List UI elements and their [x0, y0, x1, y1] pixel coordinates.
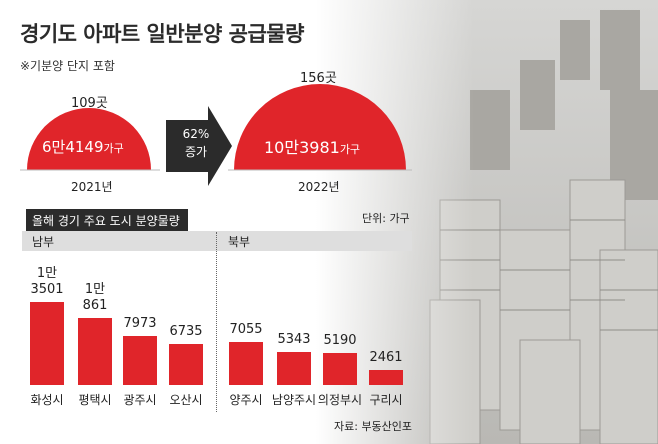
- bar-의정부시: [323, 353, 357, 385]
- year-2022: 2022년: [298, 180, 340, 194]
- bar-value-label: 1만 861: [82, 282, 108, 314]
- bar-category-label: 오산시: [169, 393, 203, 407]
- region-divider: [216, 232, 217, 412]
- source-note: 자료: 부동산인포: [334, 420, 413, 433]
- bar-평택시: [78, 318, 112, 385]
- value-2021-unit: 가구: [103, 142, 124, 155]
- bar-value-label: 2461: [369, 349, 403, 365]
- semicircle-2022: [234, 84, 406, 170]
- complexes-2021: 109곳: [71, 96, 108, 111]
- bar-구리시: [369, 369, 403, 385]
- bar-양주시: [229, 341, 263, 385]
- region-north-label: 북부: [228, 235, 251, 249]
- value-2021-main: 6만4149: [42, 138, 104, 156]
- chart-title: 경기도 아파트 일반분양 공급물량: [20, 22, 304, 46]
- bar-category-label: 양주시: [229, 393, 263, 407]
- complexes-2022: 156곳: [300, 71, 337, 86]
- unit-label: 단위: 가구: [362, 212, 410, 225]
- bar-남양주시: [277, 352, 311, 385]
- section-title: 올해 경기 주요 도시 분양물량: [26, 209, 188, 233]
- bar-value-label: 1만 3501: [30, 265, 64, 297]
- bar-category-label: 의정부시: [317, 393, 363, 407]
- bar-value-label: 5190: [323, 333, 357, 349]
- chart-subtitle: ※기분양 단지 포함: [20, 59, 115, 73]
- bar-category-label: 화성시: [30, 393, 64, 407]
- value-2022: 10만3981가구: [264, 134, 360, 158]
- bar-광주시: [123, 335, 157, 385]
- semicircle-2021: [27, 108, 151, 170]
- increase-word: 증가: [184, 145, 208, 159]
- bar-category-label: 구리시: [369, 393, 403, 407]
- bar-category-label: 남양주시: [271, 393, 317, 407]
- value-2021: 6만4149가구: [42, 136, 124, 157]
- bar-오산시: [169, 343, 203, 385]
- bar-category-label: 광주시: [123, 393, 157, 407]
- increase-percent: 62%: [182, 127, 210, 141]
- bar-value-label: 7973: [123, 315, 157, 331]
- bar-category-label: 평택시: [78, 393, 112, 407]
- increase-label: 62% 증가: [170, 125, 222, 161]
- bar-화성시: [30, 301, 64, 385]
- bar-value-label: 7055: [229, 321, 263, 337]
- year-2021: 2021년: [71, 180, 113, 194]
- increase-arrow: [166, 106, 232, 186]
- value-2022-main: 10만3981: [264, 138, 340, 157]
- region-header-bar: [22, 231, 412, 251]
- value-2022-unit: 가구: [339, 143, 361, 156]
- region-south-label: 남부: [32, 235, 55, 249]
- bar-value-label: 5343: [277, 332, 311, 348]
- summary-graphic: [20, 84, 412, 186]
- bar-value-label: 6735: [169, 323, 203, 339]
